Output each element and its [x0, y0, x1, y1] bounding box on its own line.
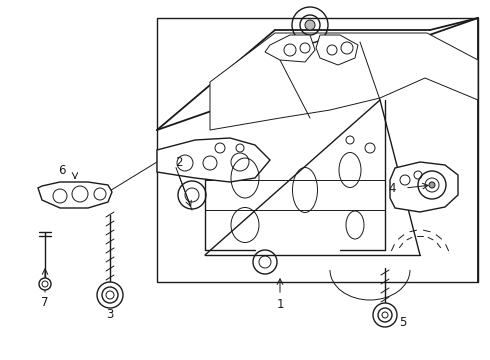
Circle shape	[373, 303, 397, 327]
Bar	[157, 18, 478, 282]
Circle shape	[97, 282, 123, 308]
Polygon shape	[265, 35, 315, 62]
Polygon shape	[157, 138, 270, 182]
Polygon shape	[390, 162, 458, 212]
Circle shape	[39, 278, 51, 290]
Text: 2: 2	[175, 156, 182, 168]
Text: 6: 6	[58, 163, 66, 176]
Text: 3: 3	[106, 309, 114, 321]
Polygon shape	[210, 33, 478, 130]
Polygon shape	[38, 182, 112, 208]
Circle shape	[429, 182, 435, 188]
Text: 1: 1	[276, 298, 284, 311]
Text: 7: 7	[41, 296, 49, 309]
Polygon shape	[316, 35, 358, 65]
Circle shape	[305, 20, 315, 30]
Text: 5: 5	[399, 315, 407, 328]
Text: 4: 4	[389, 181, 396, 194]
